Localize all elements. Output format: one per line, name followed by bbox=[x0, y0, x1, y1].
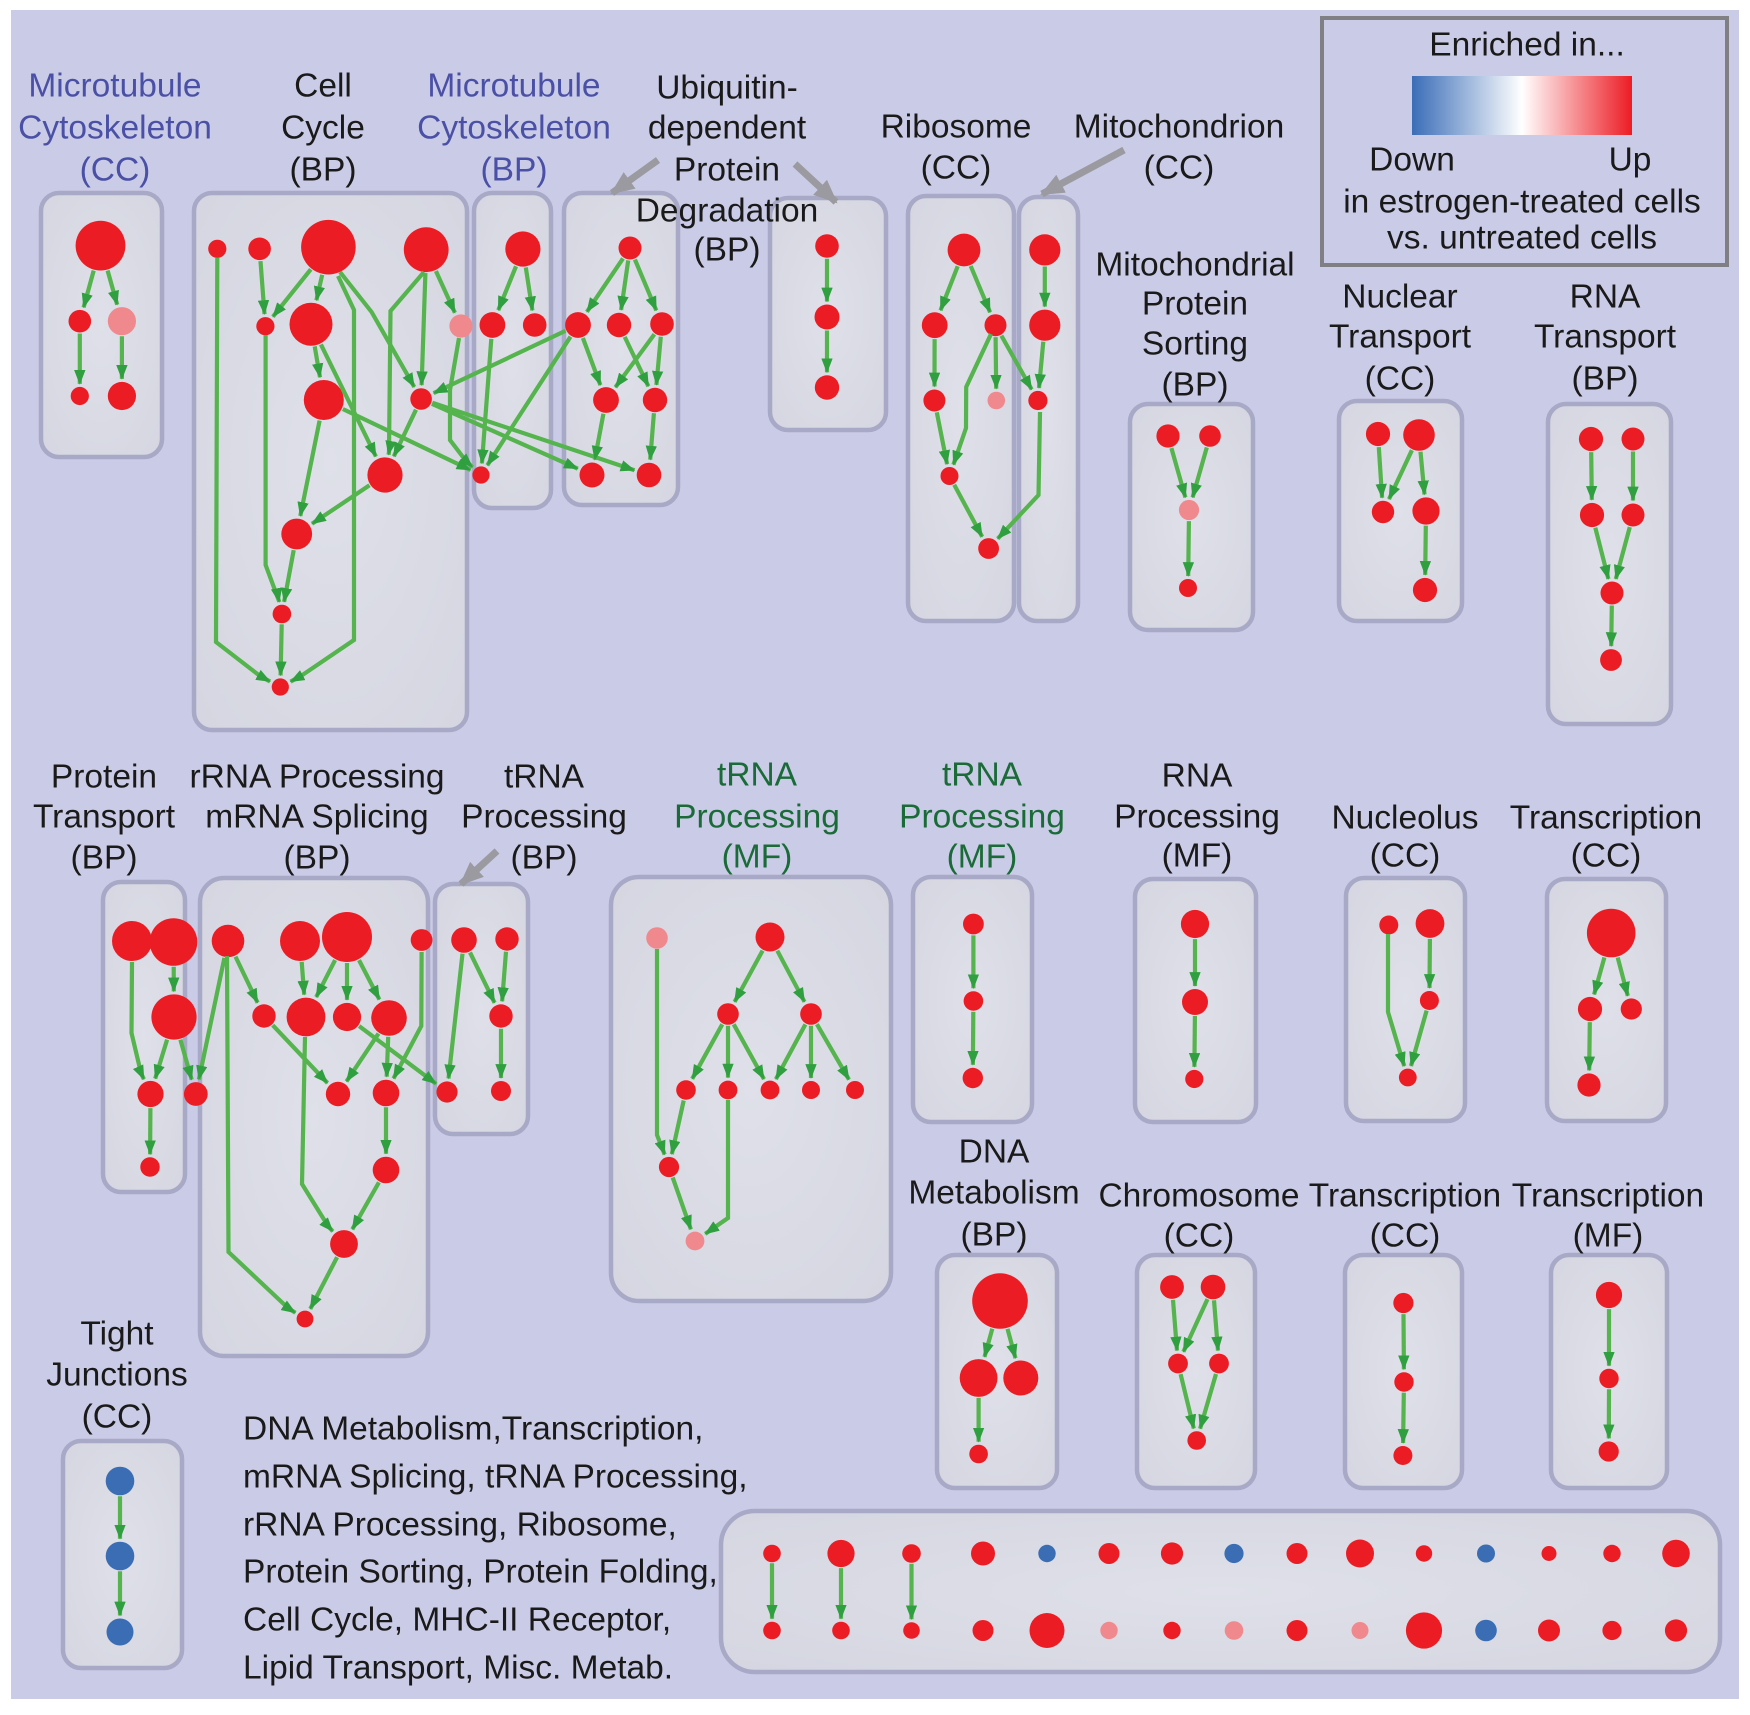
svg-text:Microtubule: Microtubule bbox=[28, 68, 201, 105]
svg-text:Protein Sorting, Protein Foldi: Protein Sorting, Protein Folding, bbox=[243, 1554, 718, 1591]
svg-text:Mitochondrion: Mitochondrion bbox=[1074, 109, 1284, 146]
svg-text:(BP): (BP) bbox=[71, 840, 138, 877]
svg-text:Transport: Transport bbox=[33, 799, 176, 836]
svg-text:RNA: RNA bbox=[1162, 758, 1233, 795]
svg-text:Cycle: Cycle bbox=[281, 110, 365, 147]
svg-text:Protein: Protein bbox=[51, 759, 157, 796]
svg-text:rRNA Processing: rRNA Processing bbox=[189, 759, 444, 796]
svg-text:Cell: Cell bbox=[294, 68, 352, 105]
svg-text:Chromosome: Chromosome bbox=[1098, 1178, 1299, 1215]
svg-text:Cytoskeleton: Cytoskeleton bbox=[18, 110, 212, 147]
svg-text:(BP): (BP) bbox=[290, 152, 357, 189]
svg-text:Transcription: Transcription bbox=[1510, 800, 1702, 837]
svg-text:(BP): (BP) bbox=[511, 840, 578, 877]
svg-text:tRNA: tRNA bbox=[942, 757, 1023, 794]
svg-text:Processing: Processing bbox=[674, 799, 840, 836]
svg-text:Transcription: Transcription bbox=[1512, 1178, 1704, 1215]
svg-text:Sorting: Sorting bbox=[1142, 326, 1248, 363]
svg-text:(MF): (MF) bbox=[722, 839, 793, 876]
svg-text:(CC): (CC) bbox=[1571, 838, 1642, 875]
svg-text:(MF): (MF) bbox=[947, 839, 1018, 876]
svg-text:(BP): (BP) bbox=[284, 840, 351, 877]
svg-text:DNA Metabolism,Transcription,: DNA Metabolism,Transcription, bbox=[243, 1411, 703, 1448]
svg-text:Processing: Processing bbox=[1114, 799, 1280, 836]
svg-text:Microtubule: Microtubule bbox=[427, 68, 600, 105]
svg-text:Processing: Processing bbox=[899, 799, 1065, 836]
svg-text:(CC): (CC) bbox=[921, 150, 992, 187]
svg-text:Lipid Transport, Misc. Metab.: Lipid Transport, Misc. Metab. bbox=[243, 1650, 673, 1687]
svg-text:(BP): (BP) bbox=[1572, 361, 1639, 398]
svg-text:(CC): (CC) bbox=[80, 152, 151, 189]
svg-text:Degradation: Degradation bbox=[636, 193, 819, 230]
svg-text:(CC): (CC) bbox=[1370, 1218, 1441, 1255]
svg-text:Junctions: Junctions bbox=[46, 1357, 188, 1394]
svg-text:Tight: Tight bbox=[80, 1316, 154, 1353]
svg-text:rRNA Processing, Ribosome,: rRNA Processing, Ribosome, bbox=[243, 1507, 677, 1544]
svg-text:Transcription: Transcription bbox=[1309, 1178, 1501, 1215]
svg-text:Nucleolus: Nucleolus bbox=[1331, 800, 1478, 837]
svg-text:(BP): (BP) bbox=[1162, 367, 1229, 404]
svg-text:Nuclear: Nuclear bbox=[1342, 279, 1457, 316]
svg-text:(CC): (CC) bbox=[1365, 361, 1436, 398]
svg-text:Enriched in...: Enriched in... bbox=[1429, 27, 1625, 64]
svg-text:mRNA Splicing, tRNA Processing: mRNA Splicing, tRNA Processing, bbox=[243, 1459, 748, 1496]
svg-text:(CC): (CC) bbox=[1370, 838, 1441, 875]
svg-text:Cytoskeleton: Cytoskeleton bbox=[417, 110, 611, 147]
svg-text:tRNA: tRNA bbox=[717, 757, 798, 794]
svg-text:(CC): (CC) bbox=[1164, 1218, 1235, 1255]
svg-text:Ribosome: Ribosome bbox=[881, 109, 1032, 146]
svg-text:(BP): (BP) bbox=[481, 152, 548, 189]
svg-text:(CC): (CC) bbox=[1144, 150, 1215, 187]
svg-text:vs. untreated cells: vs. untreated cells bbox=[1387, 220, 1657, 257]
svg-text:(BP): (BP) bbox=[694, 232, 761, 269]
svg-text:(CC): (CC) bbox=[82, 1399, 153, 1436]
svg-text:Transport: Transport bbox=[1329, 319, 1472, 356]
svg-text:mRNA Splicing: mRNA Splicing bbox=[205, 799, 428, 836]
svg-text:Protein: Protein bbox=[674, 152, 780, 189]
svg-text:(BP): (BP) bbox=[961, 1217, 1028, 1254]
svg-text:Mitochondrial: Mitochondrial bbox=[1095, 247, 1294, 284]
svg-text:Protein: Protein bbox=[1142, 286, 1248, 323]
svg-text:dependent: dependent bbox=[648, 110, 807, 147]
svg-text:Cell Cycle, MHC-II Receptor,: Cell Cycle, MHC-II Receptor, bbox=[243, 1602, 671, 1639]
svg-text:RNA: RNA bbox=[1570, 279, 1641, 316]
svg-text:Processing: Processing bbox=[461, 799, 627, 836]
svg-text:(MF): (MF) bbox=[1573, 1218, 1644, 1255]
svg-text:Up: Up bbox=[1609, 142, 1652, 179]
svg-text:Transport: Transport bbox=[1534, 319, 1677, 356]
svg-text:tRNA: tRNA bbox=[504, 759, 585, 796]
svg-text:Metabolism: Metabolism bbox=[908, 1175, 1079, 1212]
svg-text:DNA: DNA bbox=[959, 1134, 1030, 1171]
svg-text:in estrogen-treated cells: in estrogen-treated cells bbox=[1343, 184, 1701, 221]
svg-text:Down: Down bbox=[1369, 142, 1455, 179]
svg-text:Ubiquitin-: Ubiquitin- bbox=[656, 70, 798, 107]
svg-text:(MF): (MF) bbox=[1162, 838, 1233, 875]
